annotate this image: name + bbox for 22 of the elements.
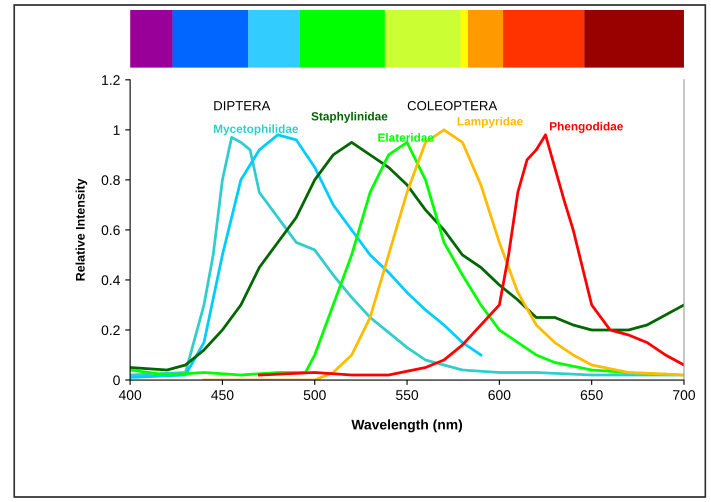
y-tick-label: 0 [113, 375, 120, 386]
x-tick-label: 700 [673, 390, 696, 400]
y-tick-label: 0.8 [102, 175, 120, 186]
x-tick-label: 500 [304, 390, 326, 400]
y-tick-label: 0.4 [102, 275, 120, 286]
x-tick-label: 600 [488, 390, 510, 400]
series-label: Mycetophilidae [214, 124, 298, 136]
x-tick-label: 450 [211, 390, 234, 400]
annotation: COLEOPTERA [408, 101, 498, 110]
annotation: DIPTERA [214, 101, 270, 110]
x-tick-label: 650 [580, 390, 603, 400]
y-tick-label: 1.2 [102, 75, 120, 85]
y-tick-label: 0.2 [102, 325, 120, 336]
text: Staphylinidae [311, 112, 388, 123]
y-tick-label: 0.6 [102, 225, 120, 236]
y-tick-label: 1 [114, 125, 120, 135]
x-tick-label: 550 [396, 390, 418, 400]
x-tick-label: 400 [118, 390, 142, 400]
y-axis-title: Relative Intensity [76, 178, 88, 280]
series-label: Lampyridae [458, 116, 523, 128]
x-axis-title: Wavelength (nm) [351, 419, 462, 432]
series-label: Phengodidae [550, 122, 623, 133]
